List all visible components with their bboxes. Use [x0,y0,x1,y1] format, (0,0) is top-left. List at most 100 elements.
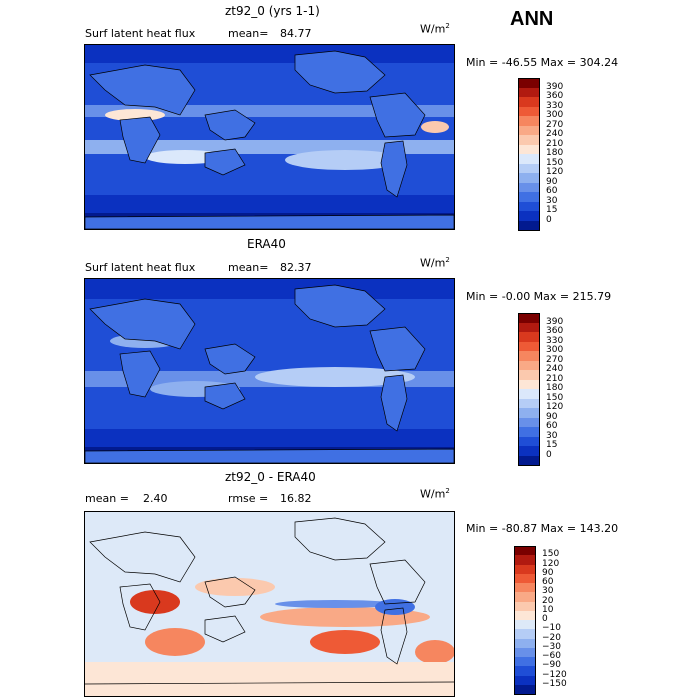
colorbar-label: 15 [546,205,558,215]
panel2-map-svg [85,279,454,463]
colorbar-label: −30 [542,641,561,652]
colorbar-label: 360 [546,326,564,336]
colorbar-label: 150 [546,157,564,168]
colorbar-swatch [514,601,536,612]
colorbar-swatch [518,201,540,212]
colorbar-swatch [518,389,540,399]
colorbar-label: 0 [546,214,552,225]
colorbar-label: 360 [546,91,564,101]
colorbar-swatch [518,78,540,88]
colorbar-swatch [514,610,536,621]
panel1-mean-value: 84.77 [280,27,312,40]
colorbar-swatch [518,144,540,155]
colorbar-label: 30 [546,195,558,206]
colorbar-label: 240 [546,364,564,374]
colorbar-swatch [518,173,540,183]
colorbar-label: 150 [546,392,564,403]
colorbar-swatch [518,163,540,174]
colorbar-label: 10 [542,604,554,615]
colorbar-swatch [514,684,536,695]
colorbar-swatch [514,657,536,667]
colorbar-label: −20 [542,632,561,643]
colorbar-swatch [518,408,540,418]
colorbar-swatch [514,666,536,676]
colorbar-label: 180 [546,383,564,393]
colorbar-swatch [514,546,536,556]
colorbar-swatch [518,135,540,145]
colorbar-label: 180 [546,148,564,158]
colorbar-swatch [514,675,536,686]
colorbar-label: 210 [546,138,564,149]
colorbar-label: 90 [546,176,558,187]
colorbar-label: 390 [546,81,564,92]
colorbar-label: −90 [542,660,561,671]
colorbar-label: 60 [542,577,554,587]
panel1-mean-label: mean= [228,27,269,40]
colorbar-swatch [518,192,540,202]
colorbar-swatch [518,436,540,447]
panel1-minmax: Min = -46.55 Max = 304.24 [466,56,619,69]
colorbar-swatch [518,97,540,107]
panel2-title: ERA40 [247,237,286,251]
panel1-title: zt92_0 (yrs 1-1) [225,4,320,18]
colorbar-swatch [518,182,540,193]
panel3-minmax: Min = -80.87 Max = 143.20 [466,522,619,535]
colorbar-swatch [518,446,540,456]
colorbar-swatch [518,125,540,136]
colorbar-label: 0 [542,614,548,624]
panel3-title: zt92_0 - ERA40 [225,470,316,484]
panel3-mean-value: 2.40 [143,492,168,505]
panel2-mean-label: mean= [228,261,269,274]
colorbar-swatch [518,106,540,117]
colorbar-swatch [514,647,536,658]
panel2-field-label: Surf latent heat flux [85,261,196,274]
colorbar-label: 0 [546,449,552,460]
colorbar-swatch [514,564,536,575]
colorbar-label: −150 [542,678,567,689]
colorbar-label: 120 [546,167,564,177]
colorbar-label: 330 [546,100,564,111]
panel2-colorbar: 390 360 330 300 270 240 210 180 150 120 90 60 30 15 0 [518,313,588,466]
colorbar-swatch [518,370,540,380]
colorbar-label: 90 [546,411,558,422]
colorbar-label: 30 [542,586,554,597]
colorbar-swatch [514,555,536,565]
colorbar-label: 300 [546,110,564,120]
colorbar-swatch [514,583,536,593]
season-label: ANN [510,8,554,30]
panel1-map-svg [85,45,454,229]
colorbar-label: 270 [546,119,564,130]
panel2-map [84,278,455,464]
colorbar-label: 150 [542,549,560,560]
colorbar-label: −120 [542,669,567,680]
panel3-rmse-value: 16.82 [280,492,312,505]
colorbar-swatch [514,573,536,584]
colorbar-swatch [514,629,536,639]
panel3-units: W/m2 [420,487,450,501]
colorbar-swatch [518,87,540,98]
panel3-map [84,511,455,697]
colorbar-swatch [518,322,540,333]
panel2-mean-value: 82.37 [280,261,312,274]
colorbar-swatch [518,455,540,466]
colorbar-label: 390 [546,316,564,327]
colorbar-swatch [518,398,540,409]
colorbar-label: 300 [546,345,564,355]
panel2-units: W/m2 [420,256,450,270]
colorbar-swatch [514,592,536,602]
colorbar-swatch [514,620,536,630]
panel1-units: W/m2 [420,22,450,36]
colorbar-swatch [518,351,540,361]
panel3-mean-label: mean = [85,492,129,505]
colorbar-label: 90 [542,567,554,578]
colorbar-swatch [518,360,540,371]
panel3-map-svg [85,512,454,696]
colorbar-label: 120 [546,402,564,412]
panel1-colorbar: 390 360 330 300 270 240 210 180 150 120 90 60 30 15 0 [518,78,588,231]
colorbar-label: 330 [546,335,564,346]
colorbar-label: 30 [546,430,558,441]
colorbar-label: 60 [546,421,558,431]
colorbar-swatch [518,116,540,126]
colorbar-swatch [514,638,536,649]
colorbar-swatch [518,332,540,342]
